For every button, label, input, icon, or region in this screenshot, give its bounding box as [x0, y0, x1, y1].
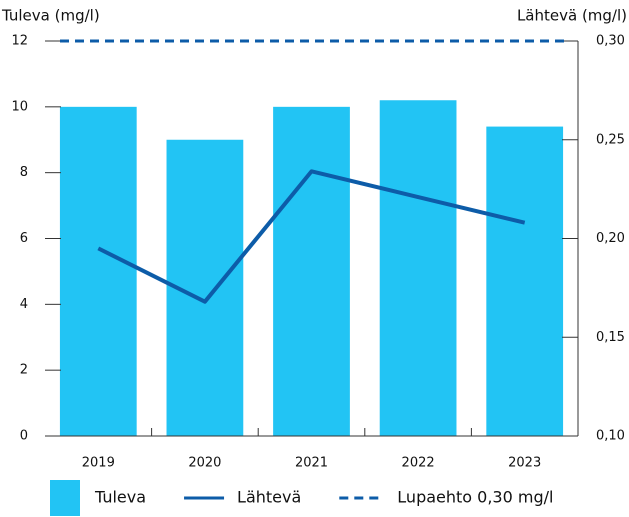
y-tick-label: 0 — [20, 429, 28, 444]
y2-tick-label: 0,30 — [596, 34, 625, 49]
y-tick-label: 12 — [11, 34, 28, 49]
y2-axis-title: Lähtevä (mg/l) — [517, 7, 627, 25]
y-axis-title: Tuleva (mg/l) — [1, 7, 100, 25]
legend-swatch — [50, 480, 80, 516]
y-tick-label: 2 — [20, 363, 28, 378]
legend-label: Lähtevä — [237, 488, 301, 507]
y2-tick-label: 0,25 — [596, 132, 625, 147]
y-tick-label: 4 — [20, 297, 28, 312]
y-tick-label: 6 — [20, 231, 28, 246]
x-tick-label: 2022 — [402, 456, 435, 471]
line — [97, 169, 526, 304]
legend-label: Lupaehto 0,30 mg/l — [397, 488, 553, 507]
bar — [59, 106, 137, 436]
y2-tick-label: 0,20 — [596, 231, 625, 246]
y-tick-label: 8 — [20, 165, 28, 180]
y-tick-label: 10 — [11, 99, 28, 114]
x-tick-label: 2021 — [295, 456, 328, 471]
legend-label: Tuleva — [94, 488, 146, 507]
x-tick-label: 2020 — [188, 456, 221, 471]
x-tick-label: 2019 — [82, 456, 115, 471]
bar — [486, 126, 564, 436]
y2-tick-label: 0,10 — [596, 429, 625, 444]
y2-tick-label: 0,15 — [596, 330, 625, 345]
bar — [379, 100, 457, 436]
x-tick-label: 2023 — [508, 456, 541, 471]
bar — [273, 106, 350, 436]
